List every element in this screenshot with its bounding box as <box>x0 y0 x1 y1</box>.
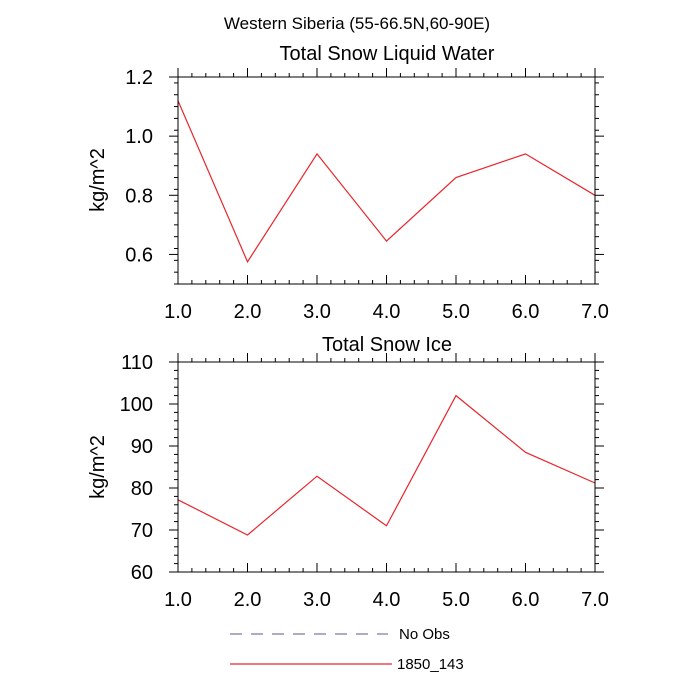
y-tick-label: 110 <box>121 352 153 374</box>
y-axis-label: kg/m^2 <box>87 435 109 499</box>
y-tick-label: 60 <box>131 562 153 584</box>
y-tick-label: 0.6 <box>125 244 153 266</box>
x-tick-label: 1.0 <box>164 301 192 323</box>
y-tick-label: 70 <box>131 520 153 542</box>
plot-frame <box>177 76 596 285</box>
x-tick-label: 2.0 <box>234 589 262 611</box>
series-line-1850-143 <box>177 394 596 536</box>
x-tick-label: 6.0 <box>512 589 540 611</box>
y-tick-label: 100 <box>120 394 153 416</box>
x-tick-label: 2.0 <box>234 301 262 323</box>
legend-label-1850-143: 1850_143 <box>397 656 464 673</box>
x-tick-label: 6.0 <box>512 301 540 323</box>
tick-labels: 1.0 2.0 3.0 4.0 5.0 6.0 7.0 0.6 0.8 1.0 1.2 <box>125 67 609 323</box>
x-tick-label: 4.0 <box>373 589 401 611</box>
ticks <box>169 353 604 573</box>
ticks <box>169 68 604 285</box>
x-tick-label: 3.0 <box>303 589 331 611</box>
x-tick-label: 4.0 <box>373 301 401 323</box>
series-line-1850-143 <box>177 100 596 264</box>
panel-snow-ice: Total Snow Ice kg/m^2 1.0 2.0 3.0 4.0 5.0 6.0… <box>87 334 609 611</box>
x-tick-label: 5.0 <box>442 589 470 611</box>
y-tick-label: 80 <box>131 478 153 500</box>
legend: No Obs 1850_143 <box>230 626 464 673</box>
panel-snow-liquid-water: Total Snow Liquid Water kg/m^2 1.0 2.0 3.0… <box>87 43 609 323</box>
y-tick-label: 0.8 <box>125 185 153 207</box>
panel-title: Total Snow Liquid Water <box>280 43 495 65</box>
y-tick-label: 1.0 <box>125 126 153 148</box>
x-tick-label: 5.0 <box>442 301 470 323</box>
plot-frame <box>177 361 596 573</box>
x-tick-label: 7.0 <box>581 301 609 323</box>
series-group <box>177 394 596 536</box>
panel-title: Total Snow Ice <box>322 334 452 356</box>
y-tick-label: 1.2 <box>125 67 153 89</box>
y-tick-label: 90 <box>131 436 153 458</box>
y-axis-label: kg/m^2 <box>87 148 109 212</box>
legend-label-no-obs: No Obs <box>399 626 450 643</box>
x-tick-label: 1.0 <box>164 589 192 611</box>
series-group <box>177 100 596 264</box>
figure-title: Western Siberia (55-66.5N,60-90E) <box>224 14 490 33</box>
x-tick-label: 7.0 <box>581 589 609 611</box>
x-tick-label: 3.0 <box>303 301 331 323</box>
tick-labels: 1.0 2.0 3.0 4.0 5.0 6.0 7.0 60 70 80 90 100 110 <box>120 352 609 611</box>
